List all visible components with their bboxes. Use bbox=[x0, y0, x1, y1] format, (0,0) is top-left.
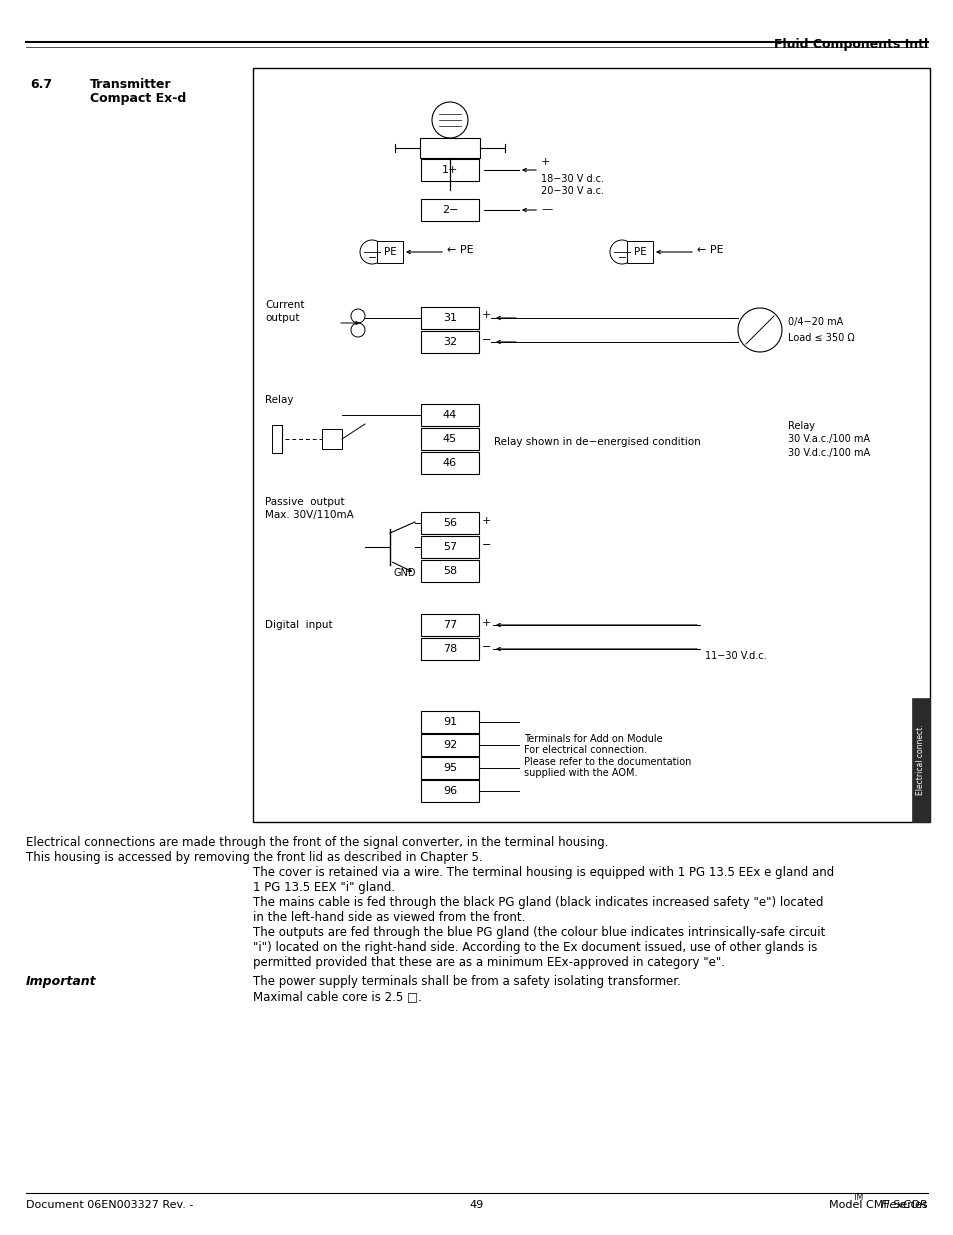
Bar bbox=[376, 241, 402, 263]
Bar bbox=[420, 331, 478, 353]
Text: Compact Ex-d: Compact Ex-d bbox=[90, 91, 186, 105]
Bar bbox=[420, 757, 478, 779]
Text: Transmitter: Transmitter bbox=[90, 78, 172, 91]
Bar bbox=[420, 711, 478, 734]
Bar bbox=[419, 138, 479, 158]
Text: 78: 78 bbox=[442, 643, 456, 655]
Text: 18−30 V d.c.
20−30 V a.c.: 18−30 V d.c. 20−30 V a.c. bbox=[540, 174, 603, 195]
Text: ← PE: ← PE bbox=[447, 245, 473, 254]
Text: Electrical connections are made through the front of the signal converter, in th: Electrical connections are made through … bbox=[26, 836, 608, 864]
Bar bbox=[253, 68, 929, 823]
Text: PE: PE bbox=[633, 247, 646, 257]
Bar bbox=[420, 308, 478, 329]
Text: 96: 96 bbox=[442, 785, 456, 797]
Text: Relay shown in de−energised condition: Relay shown in de−energised condition bbox=[494, 437, 700, 447]
Bar bbox=[322, 429, 341, 450]
Text: Load ≤ 350 Ω: Load ≤ 350 Ω bbox=[787, 333, 854, 343]
Text: Relay: Relay bbox=[787, 421, 814, 431]
Bar bbox=[420, 513, 478, 534]
Text: 46: 46 bbox=[442, 458, 456, 468]
Text: 56: 56 bbox=[442, 517, 456, 529]
Bar bbox=[420, 536, 478, 558]
Text: +: + bbox=[540, 157, 550, 167]
Text: +: + bbox=[481, 310, 491, 320]
Bar bbox=[911, 698, 929, 823]
Bar bbox=[420, 734, 478, 756]
Bar bbox=[420, 452, 478, 474]
Text: Digital  input: Digital input bbox=[265, 620, 333, 630]
Text: Terminals for Add on Module
For electrical connection.
Please refer to the docum: Terminals for Add on Module For electric… bbox=[523, 734, 691, 778]
Text: 92: 92 bbox=[442, 740, 456, 750]
Text: 91: 91 bbox=[442, 718, 456, 727]
Text: output: output bbox=[265, 312, 299, 324]
Text: The power supply terminals shall be from a safety isolating transformer.
Maximal: The power supply terminals shall be from… bbox=[253, 974, 680, 1003]
Text: —: — bbox=[540, 204, 552, 214]
Text: 58: 58 bbox=[442, 566, 456, 576]
Text: Passive  output: Passive output bbox=[265, 496, 344, 508]
Text: 31: 31 bbox=[442, 312, 456, 324]
Bar bbox=[420, 559, 478, 582]
Bar bbox=[420, 781, 478, 802]
Text: +: + bbox=[481, 618, 491, 629]
Text: 32: 32 bbox=[442, 337, 456, 347]
Text: 0/4−20 mA: 0/4−20 mA bbox=[787, 317, 842, 327]
Text: The cover is retained via a wire. The terminal housing is equipped with 1 PG 13.: The cover is retained via a wire. The te… bbox=[253, 866, 833, 969]
Bar bbox=[420, 159, 478, 182]
Bar bbox=[420, 429, 478, 450]
Text: −: − bbox=[481, 642, 491, 652]
Bar bbox=[272, 425, 282, 453]
Text: 6.7: 6.7 bbox=[30, 78, 52, 91]
Text: ← PE: ← PE bbox=[697, 245, 723, 254]
Text: Model CMF Series: Model CMF Series bbox=[794, 1200, 927, 1210]
Text: FlexCOR: FlexCOR bbox=[880, 1200, 927, 1210]
Text: 45: 45 bbox=[442, 433, 456, 445]
Text: 49: 49 bbox=[470, 1200, 483, 1210]
Text: 77: 77 bbox=[442, 620, 456, 630]
Text: 57: 57 bbox=[442, 542, 456, 552]
Bar bbox=[420, 614, 478, 636]
Text: 2−: 2− bbox=[441, 205, 457, 215]
Text: 30 V.d.c./100 mA: 30 V.d.c./100 mA bbox=[787, 448, 869, 458]
Text: Relay: Relay bbox=[265, 395, 294, 405]
Text: PE: PE bbox=[383, 247, 395, 257]
Text: 30 V.a.c./100 mA: 30 V.a.c./100 mA bbox=[787, 433, 869, 445]
Text: +: + bbox=[481, 516, 491, 526]
Text: Current: Current bbox=[265, 300, 304, 310]
Text: TM: TM bbox=[852, 1193, 863, 1202]
Text: −: − bbox=[481, 335, 491, 345]
Text: −: − bbox=[481, 540, 491, 550]
Bar bbox=[420, 404, 478, 426]
Text: Fluid Components Intl: Fluid Components Intl bbox=[773, 38, 927, 51]
Circle shape bbox=[351, 309, 365, 324]
Text: 44: 44 bbox=[442, 410, 456, 420]
Text: Document 06EN003327 Rev. -: Document 06EN003327 Rev. - bbox=[26, 1200, 193, 1210]
Circle shape bbox=[609, 240, 634, 264]
Circle shape bbox=[359, 240, 384, 264]
Text: Electrical connect.: Electrical connect. bbox=[916, 725, 924, 795]
Bar bbox=[420, 638, 478, 659]
Bar bbox=[420, 199, 478, 221]
Circle shape bbox=[351, 324, 365, 337]
Circle shape bbox=[738, 308, 781, 352]
Text: 1+: 1+ bbox=[441, 165, 457, 175]
Circle shape bbox=[432, 103, 468, 138]
Text: Important: Important bbox=[26, 974, 96, 988]
Text: Max. 30V/110mA: Max. 30V/110mA bbox=[265, 510, 354, 520]
Text: 95: 95 bbox=[442, 763, 456, 773]
Bar bbox=[626, 241, 652, 263]
Text: 11−30 V.d.c.: 11−30 V.d.c. bbox=[704, 651, 766, 661]
Text: GND: GND bbox=[393, 568, 416, 578]
